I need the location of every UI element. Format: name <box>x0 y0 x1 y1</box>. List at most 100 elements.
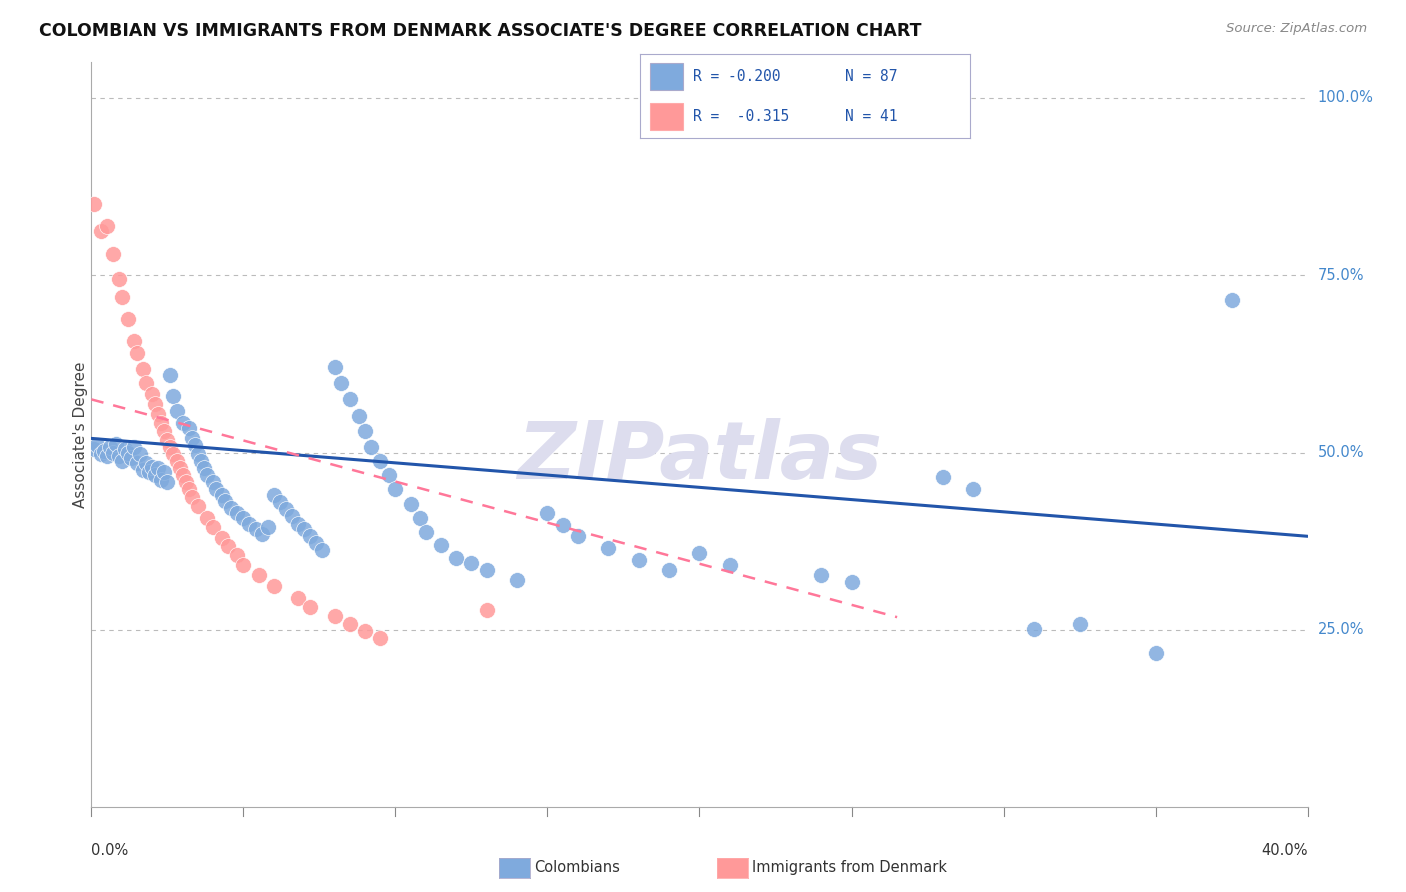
Text: ZIPatlas: ZIPatlas <box>517 418 882 496</box>
Point <box>177 483 200 497</box>
Text: 0.0%: 0.0% <box>91 843 128 858</box>
Point <box>122 334 145 348</box>
Point <box>86 438 108 452</box>
Point <box>107 272 129 286</box>
Point <box>120 451 142 466</box>
Point <box>658 563 681 577</box>
Point <box>180 490 202 504</box>
Text: 40.0%: 40.0% <box>1261 843 1308 858</box>
Point <box>378 468 401 483</box>
Bar <box>650 103 683 130</box>
Point <box>299 529 322 543</box>
Text: COLOMBIAN VS IMMIGRANTS FROM DENMARK ASSOCIATE'S DEGREE CORRELATION CHART: COLOMBIAN VS IMMIGRANTS FROM DENMARK ASS… <box>39 22 922 40</box>
Point <box>1069 617 1091 632</box>
Text: Source: ZipAtlas.com: Source: ZipAtlas.com <box>1226 22 1367 36</box>
Point <box>274 502 297 516</box>
Point <box>132 362 155 376</box>
Text: R = -0.200: R = -0.200 <box>693 69 780 84</box>
Point <box>153 466 176 480</box>
Point <box>506 574 529 588</box>
Point <box>430 538 453 552</box>
Point <box>339 617 361 632</box>
Point <box>104 437 127 451</box>
Y-axis label: Associate's Degree: Associate's Degree <box>73 361 87 508</box>
Point <box>263 579 285 593</box>
Point <box>287 591 309 605</box>
Point <box>475 603 498 617</box>
Point <box>190 454 212 468</box>
Point <box>354 425 377 439</box>
Point <box>384 483 406 497</box>
Text: N = 87: N = 87 <box>845 69 897 84</box>
Point <box>114 442 136 456</box>
Point <box>169 461 191 475</box>
Text: Immigrants from Denmark: Immigrants from Denmark <box>752 860 948 874</box>
Point <box>129 447 152 461</box>
Point <box>1220 293 1243 307</box>
Point <box>368 454 391 468</box>
Text: 25.0%: 25.0% <box>1317 623 1364 638</box>
Point <box>238 516 260 531</box>
Point <box>347 409 370 423</box>
Point <box>143 468 166 483</box>
Point <box>138 466 160 480</box>
Point <box>96 219 118 233</box>
Point <box>141 459 163 474</box>
Point <box>187 447 209 461</box>
Point <box>166 454 188 468</box>
Point <box>409 511 432 525</box>
Text: 100.0%: 100.0% <box>1317 90 1374 105</box>
Point <box>329 376 352 390</box>
Point <box>125 456 148 470</box>
Text: R =  -0.315: R = -0.315 <box>693 109 789 124</box>
Point <box>211 531 233 545</box>
Point <box>89 447 111 461</box>
Point <box>193 461 215 475</box>
Point <box>339 392 361 407</box>
Point <box>205 483 228 497</box>
Point <box>117 445 139 459</box>
Point <box>125 346 148 360</box>
Point <box>281 509 304 524</box>
Point <box>627 553 650 567</box>
Text: 50.0%: 50.0% <box>1317 445 1364 460</box>
Point <box>166 404 188 418</box>
Point <box>718 558 741 572</box>
Point <box>415 524 437 539</box>
Text: 75.0%: 75.0% <box>1317 268 1364 283</box>
Point <box>156 433 179 447</box>
Point <box>150 473 173 487</box>
Point <box>202 475 225 490</box>
Point <box>187 499 209 513</box>
Point <box>232 558 254 572</box>
Point <box>98 440 121 454</box>
Point <box>195 511 218 525</box>
Text: Colombians: Colombians <box>534 860 620 874</box>
Point <box>111 289 134 303</box>
Point <box>174 475 197 490</box>
Point <box>263 488 285 502</box>
Point <box>101 247 124 261</box>
Point <box>148 461 170 475</box>
Point <box>141 387 163 401</box>
Point <box>232 511 254 525</box>
Bar <box>650 62 683 90</box>
Point <box>89 224 111 238</box>
Point <box>117 312 139 326</box>
Point <box>101 445 124 459</box>
Point <box>156 475 179 490</box>
Point <box>159 440 181 454</box>
Point <box>444 550 467 565</box>
Point <box>305 536 328 550</box>
Point <box>1022 622 1045 636</box>
Point <box>810 567 832 582</box>
Point <box>962 483 984 497</box>
Point <box>323 608 346 623</box>
Point <box>841 574 863 589</box>
Point <box>269 495 291 509</box>
Point <box>172 416 194 430</box>
Point <box>172 468 194 483</box>
Point <box>245 522 267 536</box>
Point <box>598 541 620 556</box>
Point <box>159 368 181 382</box>
